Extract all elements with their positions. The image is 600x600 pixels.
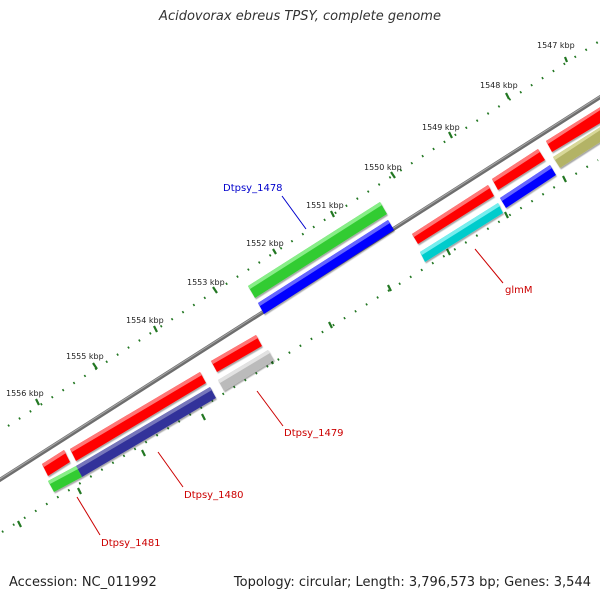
tick-label-1554: 1554 kbp — [126, 316, 164, 325]
major-tick — [153, 325, 158, 333]
gene-highlight — [218, 350, 270, 383]
gene-highlight — [48, 466, 78, 484]
inner-major-ticks — [17, 175, 567, 528]
label-dtpsy-1481[interactable]: Dtpsy_1481 — [101, 538, 161, 549]
major-tick — [212, 286, 218, 294]
inner-major-tick — [201, 413, 206, 421]
gene-features — [42, 107, 600, 492]
tick-label-1555: 1555 kbp — [66, 352, 104, 361]
scale-outer: 1547 kbp 1548 kbp 1549 kbp 1550 kbp 1551… — [6, 41, 599, 427]
gene-highlight — [248, 202, 382, 289]
gene-red-dtpsy-1479-upper[interactable] — [211, 335, 262, 372]
major-tick — [505, 92, 510, 100]
gene-dtpsy-1479[interactable] — [218, 350, 274, 391]
tick-label-1556: 1556 kbp — [6, 389, 44, 398]
gene-highlight — [546, 107, 600, 144]
gene-highlight — [420, 203, 500, 255]
tick-label-1549: 1549 kbp — [422, 123, 460, 132]
inner-major-tick — [446, 248, 451, 256]
accession-text: Accession: NC_011992 — [9, 575, 157, 590]
major-tick — [92, 362, 98, 370]
tick-label-1547: 1547 kbp — [537, 41, 575, 50]
inner-major-tick — [504, 211, 509, 219]
gene-highlight — [492, 149, 540, 182]
label-dtpsy-1478[interactable]: Dtpsy_1478 — [223, 183, 283, 194]
inner-major-tick — [387, 284, 392, 292]
gene-glmM[interactable] — [420, 203, 503, 262]
inner-major-tick — [77, 487, 82, 495]
gene-red-small[interactable] — [42, 450, 70, 476]
tick-label-1548: 1548 kbp — [480, 81, 518, 90]
label-glmM[interactable]: glmM — [505, 285, 533, 296]
genome-summary-text: Topology: circular; Length: 3,796,573 bp… — [233, 575, 591, 590]
inner-major-tick — [17, 520, 22, 528]
gene-dtpsy-1478[interactable] — [248, 202, 387, 298]
gene-highlight — [412, 185, 490, 237]
major-tick — [563, 56, 569, 63]
gene-highlight — [258, 220, 390, 306]
leader-dtpsy-1480 — [157, 451, 184, 488]
label-dtpsy-1479[interactable]: Dtpsy_1479 — [284, 428, 344, 439]
gene-red-dtpsy-1480-upper[interactable] — [70, 372, 206, 461]
gene-highlight — [42, 450, 66, 467]
tick-label-1552: 1552 kbp — [246, 239, 284, 248]
leader-dtpsy-1481 — [76, 496, 101, 536]
gene-highlight — [500, 165, 552, 201]
label-leaders — [76, 195, 504, 536]
gene-highlight — [211, 335, 258, 364]
scale-inner — [1, 159, 599, 533]
minor-tick-track — [7, 41, 599, 427]
map-title: Acidovorax ebreus TPSY, complete genome — [159, 9, 441, 24]
gene-highlight — [553, 127, 600, 160]
major-tick — [35, 398, 40, 406]
inner-tick-track — [1, 159, 599, 533]
gene-dtpsy-1480[interactable] — [76, 387, 216, 477]
gene-highlight — [76, 387, 212, 469]
gene-dtpsy-1481[interactable] — [48, 466, 82, 492]
tick-label-1553: 1553 kbp — [187, 278, 225, 287]
major-ticks — [35, 56, 569, 406]
gene-blue-1[interactable] — [258, 220, 394, 314]
gene-red-2[interactable] — [492, 149, 545, 190]
major-tick — [330, 210, 335, 218]
major-tick — [448, 131, 453, 139]
tick-label-1551: 1551 kbp — [306, 201, 344, 210]
leader-dtpsy-1478 — [281, 195, 307, 230]
inner-major-tick — [562, 175, 567, 183]
inner-major-tick — [328, 321, 333, 329]
gene-red-glmM-upper[interactable] — [412, 185, 494, 244]
major-tick — [390, 171, 396, 179]
major-tick — [272, 248, 277, 255]
gene-blue-2[interactable] — [500, 165, 556, 208]
tick-label-1550: 1550 kbp — [364, 163, 402, 172]
label-dtpsy-1480[interactable]: Dtpsy_1480 — [184, 490, 244, 501]
leader-glmM — [474, 248, 504, 284]
leader-dtpsy-1479 — [256, 390, 284, 427]
gene-highlight — [70, 372, 202, 452]
inner-major-tick — [141, 449, 146, 457]
